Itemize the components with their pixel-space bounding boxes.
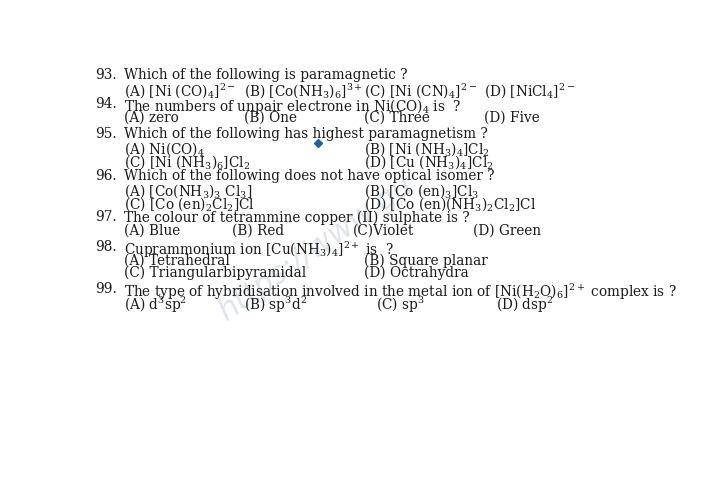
Text: (A) [Co(NH$_3$)$_3$ Cl$_3$]: (A) [Co(NH$_3$)$_3$ Cl$_3$] <box>124 182 252 200</box>
Text: (B) [Ni (NH$_3$)$_4$]Cl$_2$: (B) [Ni (NH$_3$)$_4$]Cl$_2$ <box>364 140 490 158</box>
Text: (A) [Ni (CO)$_4$]$^{2-}$: (A) [Ni (CO)$_4$]$^{2-}$ <box>124 81 236 100</box>
Text: Which of the following has highest paramagnetism ?: Which of the following has highest param… <box>124 126 488 141</box>
Text: (B) One: (B) One <box>244 111 297 125</box>
Text: Which of the following does not have optical isomer ?: Which of the following does not have opt… <box>124 169 494 182</box>
Text: (C) [Ni (CN)$_4$]$^{2-}$: (C) [Ni (CN)$_4$]$^{2-}$ <box>364 81 477 100</box>
Text: (D) [Cu (NH$_3$)$_4$]Cl$_2$: (D) [Cu (NH$_3$)$_4$]Cl$_2$ <box>364 153 494 171</box>
Text: (B) sp$^3$d$^2$: (B) sp$^3$d$^2$ <box>244 295 307 316</box>
Text: (D) Five: (D) Five <box>484 111 540 125</box>
Text: 98.: 98. <box>95 240 117 254</box>
Text: (A) Ni(CO)$_4$: (A) Ni(CO)$_4$ <box>124 140 205 158</box>
Text: (A) zero: (A) zero <box>124 111 179 125</box>
Text: 96.: 96. <box>95 169 117 182</box>
Text: (B) [Co(NH$_3$)$_6$]$^{3+}$: (B) [Co(NH$_3$)$_6$]$^{3+}$ <box>244 81 363 100</box>
Text: (D) Octrahydra: (D) Octrahydra <box>364 266 469 280</box>
Text: (C) [Co (en)$_2$Cl$_2$]Cl: (C) [Co (en)$_2$Cl$_2$]Cl <box>124 195 255 213</box>
Text: (B) [Co (en)$_3$]Cl$_3$: (B) [Co (en)$_3$]Cl$_3$ <box>364 182 479 200</box>
Text: (A) Blue: (A) Blue <box>124 224 180 238</box>
Text: 93.: 93. <box>95 68 117 82</box>
Text: 95.: 95. <box>95 126 117 141</box>
Text: The type of hybridisation involved in the metal ion of [Ni(H$_2$O)$_6$]$^{2+}$ c: The type of hybridisation involved in th… <box>124 282 677 302</box>
Text: (C) sp$^3$: (C) sp$^3$ <box>376 295 424 316</box>
Text: (C)Violet: (C)Violet <box>352 224 414 238</box>
Text: (D) dsp$^2$: (D) dsp$^2$ <box>496 295 553 316</box>
Text: 99.: 99. <box>95 282 117 295</box>
Text: (A) Tetrahedral: (A) Tetrahedral <box>124 253 230 267</box>
Text: (A) d$^3$sp$^2$: (A) d$^3$sp$^2$ <box>124 295 187 316</box>
Text: https://www.gu: https://www.gu <box>213 170 419 325</box>
Text: (B) Red: (B) Red <box>232 224 285 238</box>
Text: (D) [Co (en)(NH$_3$)$_2$Cl$_2$]Cl: (D) [Co (en)(NH$_3$)$_2$Cl$_2$]Cl <box>364 195 537 213</box>
Text: The colour of tetrammine copper (II) sulphate is ?: The colour of tetrammine copper (II) sul… <box>124 211 469 225</box>
Text: (C) Three: (C) Three <box>364 111 430 125</box>
Text: (C) [Ni (NH$_3$)$_6$]Cl$_2$: (C) [Ni (NH$_3$)$_6$]Cl$_2$ <box>124 153 250 171</box>
Text: 94.: 94. <box>95 98 117 111</box>
Text: (D) [NiCl$_4$]$^{2-}$: (D) [NiCl$_4$]$^{2-}$ <box>484 81 575 100</box>
Text: (D) Green: (D) Green <box>473 224 540 238</box>
Text: Cuprammonium ion [Cu(NH$_3$)$_4$]$^{2+}$ is  ?: Cuprammonium ion [Cu(NH$_3$)$_4$]$^{2+}$… <box>124 240 394 260</box>
Text: (B) Square planar: (B) Square planar <box>364 253 488 268</box>
Text: 97.: 97. <box>95 211 117 224</box>
Text: (C) Triangularbipyramidal: (C) Triangularbipyramidal <box>124 266 306 280</box>
Text: Which of the following is paramagnetic ?: Which of the following is paramagnetic ? <box>124 68 407 82</box>
Text: The numbers of unpair electrone in Ni(CO)$_4$ is  ?: The numbers of unpair electrone in Ni(CO… <box>124 98 461 116</box>
